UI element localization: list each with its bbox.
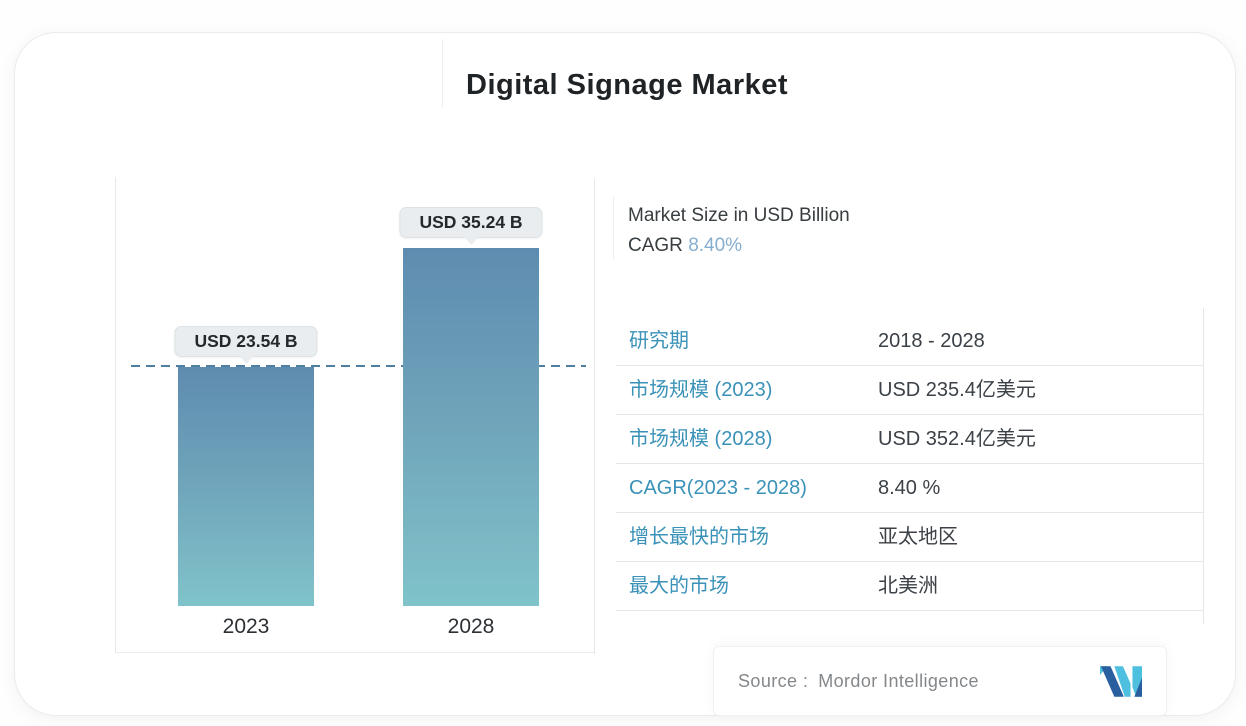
bar-value-label: USD 35.24 B — [399, 207, 543, 245]
table-row: 市场规模 (2028) USD 352.4亿美元 — [616, 415, 1203, 464]
source-value: Mordor Intelligence — [818, 670, 979, 691]
page-title: Digital Signage Market — [466, 69, 789, 101]
row-label: 增长最快的市场 — [629, 526, 769, 548]
row-label: 市场规模 (2028) — [629, 428, 773, 450]
table-row: 增长最快的市场 亚太地区 — [616, 513, 1203, 562]
source-footer: Source : Mordor Intelligence — [713, 646, 1167, 716]
summary-unit-label: Market Size in USD Billion — [628, 205, 850, 226]
summary-cagr-line: CAGR 8.40% — [628, 231, 850, 261]
mordor-intelligence-logo — [1100, 665, 1142, 697]
row-value: 2018 - 2028 — [878, 330, 985, 352]
bar-value-badge-2023: USD 23.54 B — [174, 326, 318, 364]
row-value: USD 235.4亿美元 — [878, 379, 1036, 401]
row-label: CAGR(2023 - 2028) — [629, 477, 807, 499]
table-row: CAGR(2023 - 2028) 8.40 % — [616, 464, 1203, 513]
reference-dashed-line — [131, 365, 586, 367]
row-value: USD 352.4亿美元 — [878, 428, 1036, 450]
panel-divider — [594, 179, 595, 654]
bar-value-badge-2028: USD 35.24 B — [399, 207, 543, 245]
metrics-summary: Market Size in USD Billion CAGR 8.40% — [628, 201, 850, 261]
title-divider — [442, 39, 443, 107]
table-row: 最大的市场 北美洲 — [616, 562, 1203, 611]
bar-2028 — [403, 248, 539, 606]
cagr-value: 8.40% — [688, 235, 743, 256]
metrics-table: 研究期 2018 - 2028 市场规模 (2023) USD 235.4亿美元… — [616, 317, 1203, 611]
y-axis-line — [115, 177, 116, 653]
table-right-border — [1203, 308, 1204, 624]
x-axis-tick-2023: 2023 — [222, 615, 270, 638]
table-row: 研究期 2018 - 2028 — [616, 317, 1203, 366]
x-axis-line — [115, 652, 594, 653]
row-value: 亚太地区 — [878, 526, 958, 548]
row-value: 北美洲 — [878, 575, 938, 597]
row-label: 最大的市场 — [629, 575, 729, 597]
bar-value-label: USD 23.54 B — [174, 326, 318, 364]
summary-accent-line — [613, 196, 614, 259]
table-row: 市场规模 (2023) USD 235.4亿美元 — [616, 366, 1203, 415]
bar-2023 — [178, 367, 314, 606]
row-label: 市场规模 (2023) — [629, 379, 773, 401]
report-card: Digital Signage Market USD 23.54 B USD 3… — [14, 32, 1236, 716]
row-value: 8.40 % — [878, 477, 941, 499]
row-label: 研究期 — [629, 330, 689, 352]
x-axis-tick-2028: 2028 — [447, 615, 495, 638]
source-label: Source : — [738, 670, 809, 691]
cagr-label: CAGR — [628, 235, 683, 256]
